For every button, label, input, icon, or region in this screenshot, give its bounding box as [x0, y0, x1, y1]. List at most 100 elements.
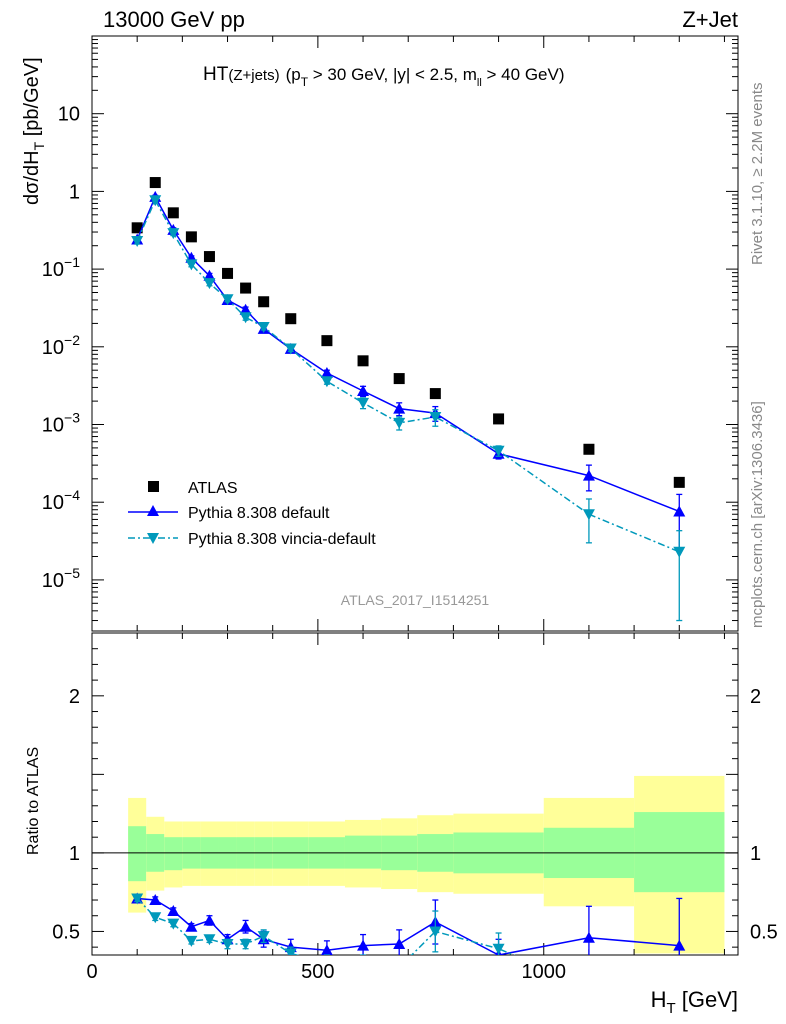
data-point-vincia	[320, 376, 333, 388]
data-point-vincia	[131, 893, 144, 905]
x-tick-label: 1000	[521, 961, 566, 983]
data-point-vincia	[357, 959, 369, 970]
analysis-watermark: ATLAS_2017_I1514251	[341, 592, 490, 608]
data-point-vincia	[583, 981, 595, 992]
data-point-default	[167, 905, 180, 917]
data-point-atlas	[493, 413, 505, 425]
data-point-vincia	[131, 235, 144, 247]
data-point-default	[239, 303, 252, 315]
data-point-vincia	[185, 935, 198, 947]
legend-marker-atlas	[148, 481, 159, 492]
series-line	[136, 195, 680, 513]
data-point-atlas	[429, 388, 441, 400]
legend-label-vincia: Pythia 8.308 vincia-default	[188, 531, 376, 548]
data-point-default	[203, 914, 216, 926]
data-point-atlas	[583, 443, 595, 455]
data-point-vincia	[239, 939, 252, 951]
main-series-vincia	[131, 195, 686, 622]
data-point-vincia	[203, 934, 216, 946]
title-main: HT	[203, 64, 229, 85]
title-cuts-mid: > 30 GeV, |y| < 2.5, m	[308, 65, 477, 84]
data-point-vincia	[284, 343, 297, 355]
legend-marker-vincia	[147, 533, 159, 544]
data-point-default	[239, 920, 252, 932]
main-y-tick-label: 10−3	[42, 410, 80, 437]
ratio-y-axis-label: Ratio to ATLAS	[25, 747, 42, 855]
legend-label-atlas: ATLAS	[188, 480, 238, 497]
ratio-plot-panel: 0 500 1000 0.5 0.5 1 1 2 2	[52, 36, 778, 992]
data-point-default	[185, 920, 198, 932]
data-point-vincia	[284, 948, 297, 955]
data-point-vincia	[185, 259, 198, 271]
data-point-default	[673, 505, 686, 517]
data-point-default	[203, 269, 216, 281]
green-band-bin	[634, 812, 725, 893]
data-point-default	[582, 469, 595, 481]
data-point-vincia	[393, 963, 405, 974]
data-point-atlas	[357, 355, 369, 367]
title-cuts-end: > 40 GeV)	[482, 65, 565, 84]
data-point-vincia	[167, 228, 180, 240]
data-point-atlas	[673, 476, 685, 488]
main-plot-panel: 10 1 10−1 10−2 10−3 10−4 10−5	[42, 35, 739, 632]
data-point-vincia	[673, 546, 686, 558]
data-point-vincia	[429, 926, 442, 938]
data-point-atlas	[185, 231, 197, 243]
title-cuts-open: (p	[286, 65, 301, 84]
green-band-bin	[344, 835, 382, 869]
data-point-atlas	[167, 207, 179, 219]
ylabel-unit: [pb/GeV]	[21, 57, 43, 142]
xlabel-main: H	[651, 987, 667, 1012]
series-line	[137, 897, 680, 955]
data-point-vincia	[257, 321, 270, 333]
main-y-axis-label: dσ/dHT [pb/GeV]	[21, 57, 47, 205]
x-tick-label: 500	[301, 961, 334, 983]
data-point-vincia	[393, 417, 406, 429]
legend-marker-default	[147, 505, 159, 516]
ratio-y-tick-label: 0.5	[52, 921, 80, 943]
data-point-vincia	[257, 931, 270, 943]
data-point-default	[149, 894, 162, 906]
green-band-bin	[164, 837, 183, 871]
legend-item-vincia: Pythia 8.308 vincia-default	[128, 531, 376, 548]
data-point-default	[321, 944, 333, 955]
data-point-vincia	[221, 939, 234, 951]
data-point-atlas	[393, 373, 405, 385]
data-point-atlas	[285, 313, 297, 325]
main-y-tick-label: 10−2	[42, 332, 80, 359]
data-point-default	[320, 367, 333, 379]
mcplots-label: mcplots.cern.ch [arXiv:1306.3436]	[749, 401, 766, 628]
data-point-vincia	[239, 312, 252, 324]
data-point-atlas	[258, 296, 270, 308]
ratio-y-axis: 0.5 0.5 1 1 2 2	[52, 632, 778, 948]
ylabel-main: dσ/dH	[21, 150, 43, 205]
series-line	[136, 198, 680, 553]
data-point-vincia	[429, 411, 442, 423]
x-axis: 0 500 1000	[86, 36, 725, 983]
ratio-y-tick-label-right: 0.5	[750, 921, 778, 943]
data-point-vincia	[149, 912, 162, 924]
data-point-default	[393, 402, 406, 414]
ylabel-sub: T	[31, 141, 47, 150]
data-point-default	[582, 931, 595, 943]
data-point-vincia	[203, 278, 216, 290]
ratio-y-tick-label: 2	[69, 686, 80, 708]
data-point-atlas	[321, 335, 333, 347]
data-point-default	[673, 939, 686, 951]
legend-label-default: Pythia 8.308 default	[188, 505, 330, 522]
data-point-default	[357, 939, 370, 951]
data-point-vincia	[357, 397, 370, 409]
legend-item-atlas: ATLAS	[148, 480, 238, 497]
main-y-tick-label: 1	[69, 181, 80, 203]
green-band-bin	[128, 826, 147, 882]
data-point-vincia	[221, 294, 234, 306]
ratio-series-default	[131, 892, 686, 955]
header-right-label: Z+Jet	[682, 7, 738, 32]
ratio-y-tick-label-right: 2	[750, 686, 761, 708]
main-y-tick-label: 10−5	[42, 565, 80, 592]
xlabel-unit: [GeV]	[676, 987, 738, 1012]
ratio-y-tick-label: 1	[69, 843, 80, 865]
data-point-atlas	[203, 251, 215, 263]
x-tick-label: 0	[86, 961, 97, 983]
